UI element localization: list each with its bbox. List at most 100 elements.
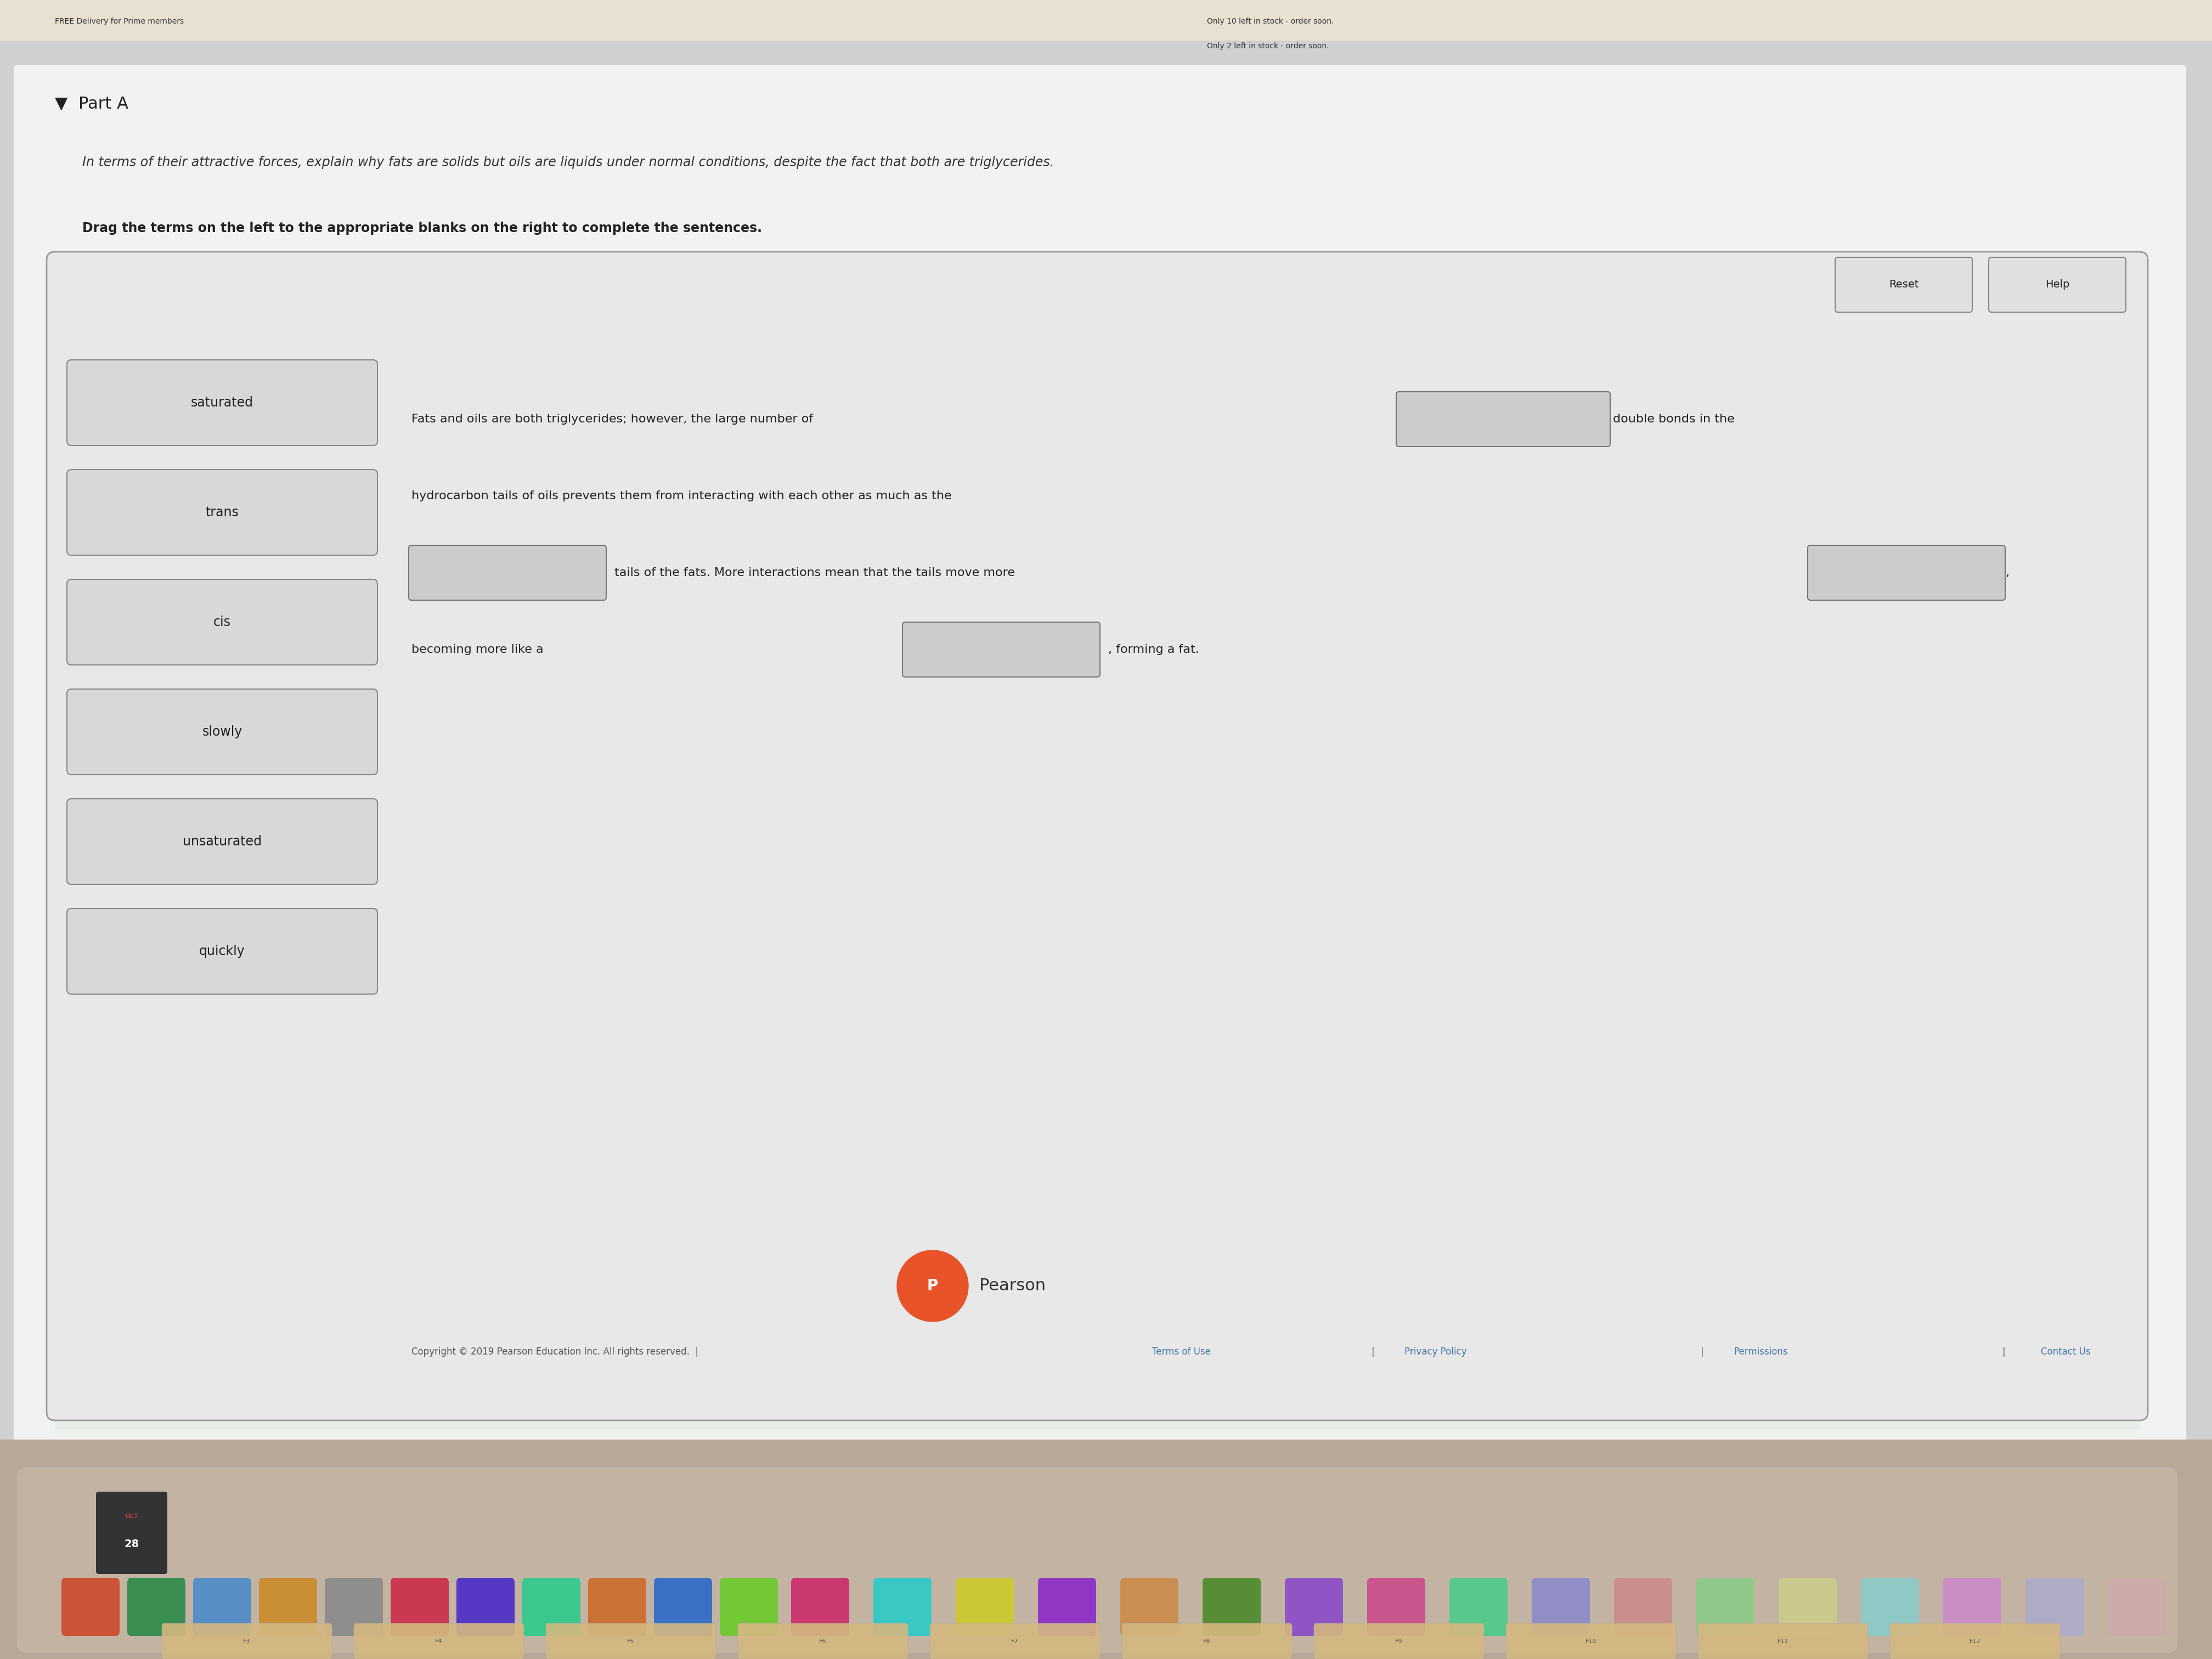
Text: cis: cis (212, 615, 230, 629)
FancyBboxPatch shape (588, 1578, 646, 1636)
FancyBboxPatch shape (161, 1624, 332, 1659)
Text: |: | (2002, 1347, 2006, 1357)
Bar (55, 1462, 2139, 1470)
Text: Copyright © 2019 Pearson Education Inc. All rights reserved.  |: Copyright © 2019 Pearson Education Inc. … (411, 1347, 703, 1357)
FancyBboxPatch shape (1697, 1578, 1754, 1636)
FancyBboxPatch shape (66, 579, 378, 665)
Text: quickly: quickly (199, 944, 246, 957)
FancyBboxPatch shape (719, 1578, 779, 1636)
Text: ,: , (2004, 567, 2008, 579)
Bar (55, 1503, 2139, 1511)
FancyBboxPatch shape (2026, 1578, 2084, 1636)
Text: Fats and oils are both triglycerides; however, the large number of: Fats and oils are both triglycerides; ho… (411, 413, 814, 425)
Bar (55, 1428, 2139, 1437)
Bar (55, 1511, 2139, 1520)
Bar (55, 1568, 2139, 1578)
Text: Only 2 left in stock - order soon.: Only 2 left in stock - order soon. (1208, 41, 1329, 50)
FancyBboxPatch shape (739, 1624, 907, 1659)
Bar (55, 1626, 2139, 1634)
Bar (55, 1545, 2139, 1553)
Text: F12: F12 (1969, 1639, 1980, 1644)
Text: FREE Delivery for Prime members: FREE Delivery for Prime members (55, 18, 184, 25)
FancyBboxPatch shape (409, 546, 606, 601)
FancyBboxPatch shape (929, 1624, 1099, 1659)
Text: Drag the terms on the left to the appropriate blanks on the right to complete th: Drag the terms on the left to the approp… (82, 222, 761, 236)
Text: saturated: saturated (190, 397, 254, 410)
FancyBboxPatch shape (354, 1624, 524, 1659)
Text: F11: F11 (1778, 1639, 1790, 1644)
Bar (55, 1420, 2139, 1428)
Bar (0, 0, 2212, 40)
Bar (55, 1609, 2139, 1619)
Text: F10: F10 (1586, 1639, 1597, 1644)
Text: slowly: slowly (201, 725, 243, 738)
Circle shape (898, 1251, 969, 1322)
Text: F9: F9 (1396, 1639, 1402, 1644)
Bar (55, 1576, 2139, 1586)
Text: becoming more like a: becoming more like a (411, 644, 544, 655)
FancyBboxPatch shape (128, 1578, 186, 1636)
Text: Pearson: Pearson (980, 1277, 1046, 1294)
FancyBboxPatch shape (956, 1578, 1013, 1636)
FancyBboxPatch shape (1615, 1578, 1672, 1636)
Text: Privacy Policy: Privacy Policy (1405, 1347, 1467, 1357)
FancyBboxPatch shape (325, 1578, 383, 1636)
Bar (55, 1642, 2139, 1651)
Text: Contact Us: Contact Us (2042, 1347, 2090, 1357)
Bar (55, 1553, 2139, 1561)
Bar (55, 1593, 2139, 1603)
Text: Only 10 left in stock - order soon.: Only 10 left in stock - order soon. (1208, 18, 1334, 25)
FancyBboxPatch shape (1506, 1624, 1677, 1659)
Bar (55, 1453, 2139, 1462)
Text: Permissions: Permissions (1734, 1347, 1787, 1357)
FancyBboxPatch shape (1942, 1578, 2002, 1636)
Text: tails of the fats. More interactions mean that the tails move more: tails of the fats. More interactions mea… (615, 567, 1015, 579)
Bar (55, 1495, 2139, 1503)
Text: ▼  Part A: ▼ Part A (55, 96, 128, 111)
FancyBboxPatch shape (456, 1578, 515, 1636)
Bar (55, 1651, 2139, 1659)
Text: trans: trans (206, 506, 239, 519)
FancyBboxPatch shape (66, 360, 378, 446)
Text: Reset: Reset (1889, 279, 1918, 290)
Bar (55, 1520, 2139, 1528)
FancyBboxPatch shape (1889, 1624, 2059, 1659)
Text: |: | (1701, 1347, 1703, 1357)
Bar (55, 1412, 2139, 1420)
Text: F3: F3 (243, 1639, 250, 1644)
FancyBboxPatch shape (1531, 1578, 1590, 1636)
FancyBboxPatch shape (1778, 1578, 1836, 1636)
Text: Help: Help (2046, 279, 2070, 290)
FancyBboxPatch shape (522, 1578, 580, 1636)
FancyBboxPatch shape (1449, 1578, 1509, 1636)
Bar (55, 1445, 2139, 1453)
Bar (55, 1634, 2139, 1642)
FancyBboxPatch shape (1314, 1624, 1484, 1659)
FancyBboxPatch shape (874, 1578, 931, 1636)
FancyBboxPatch shape (95, 1491, 168, 1574)
FancyBboxPatch shape (66, 688, 378, 775)
Bar (55, 1601, 2139, 1611)
Text: F5: F5 (628, 1639, 635, 1644)
FancyBboxPatch shape (66, 469, 378, 556)
FancyBboxPatch shape (1119, 1578, 1179, 1636)
Text: OCT: OCT (126, 1513, 137, 1520)
Bar (55, 1559, 2139, 1569)
Bar (55, 1528, 2139, 1536)
FancyBboxPatch shape (1396, 392, 1610, 446)
FancyBboxPatch shape (902, 622, 1099, 677)
Bar (55, 1618, 2139, 1626)
FancyBboxPatch shape (1989, 257, 2126, 312)
FancyBboxPatch shape (15, 1467, 2179, 1654)
FancyBboxPatch shape (1037, 1578, 1097, 1636)
FancyBboxPatch shape (2108, 1578, 2166, 1636)
Text: hydrocarbon tails of oils prevents them from interacting with each other as much: hydrocarbon tails of oils prevents them … (411, 491, 951, 501)
FancyBboxPatch shape (66, 909, 378, 994)
Text: 28: 28 (124, 1538, 139, 1550)
FancyBboxPatch shape (792, 1578, 849, 1636)
Text: unsaturated: unsaturated (184, 834, 261, 848)
Bar (55, 1584, 2139, 1594)
FancyBboxPatch shape (392, 1578, 449, 1636)
FancyBboxPatch shape (1860, 1578, 1920, 1636)
FancyBboxPatch shape (192, 1578, 252, 1636)
